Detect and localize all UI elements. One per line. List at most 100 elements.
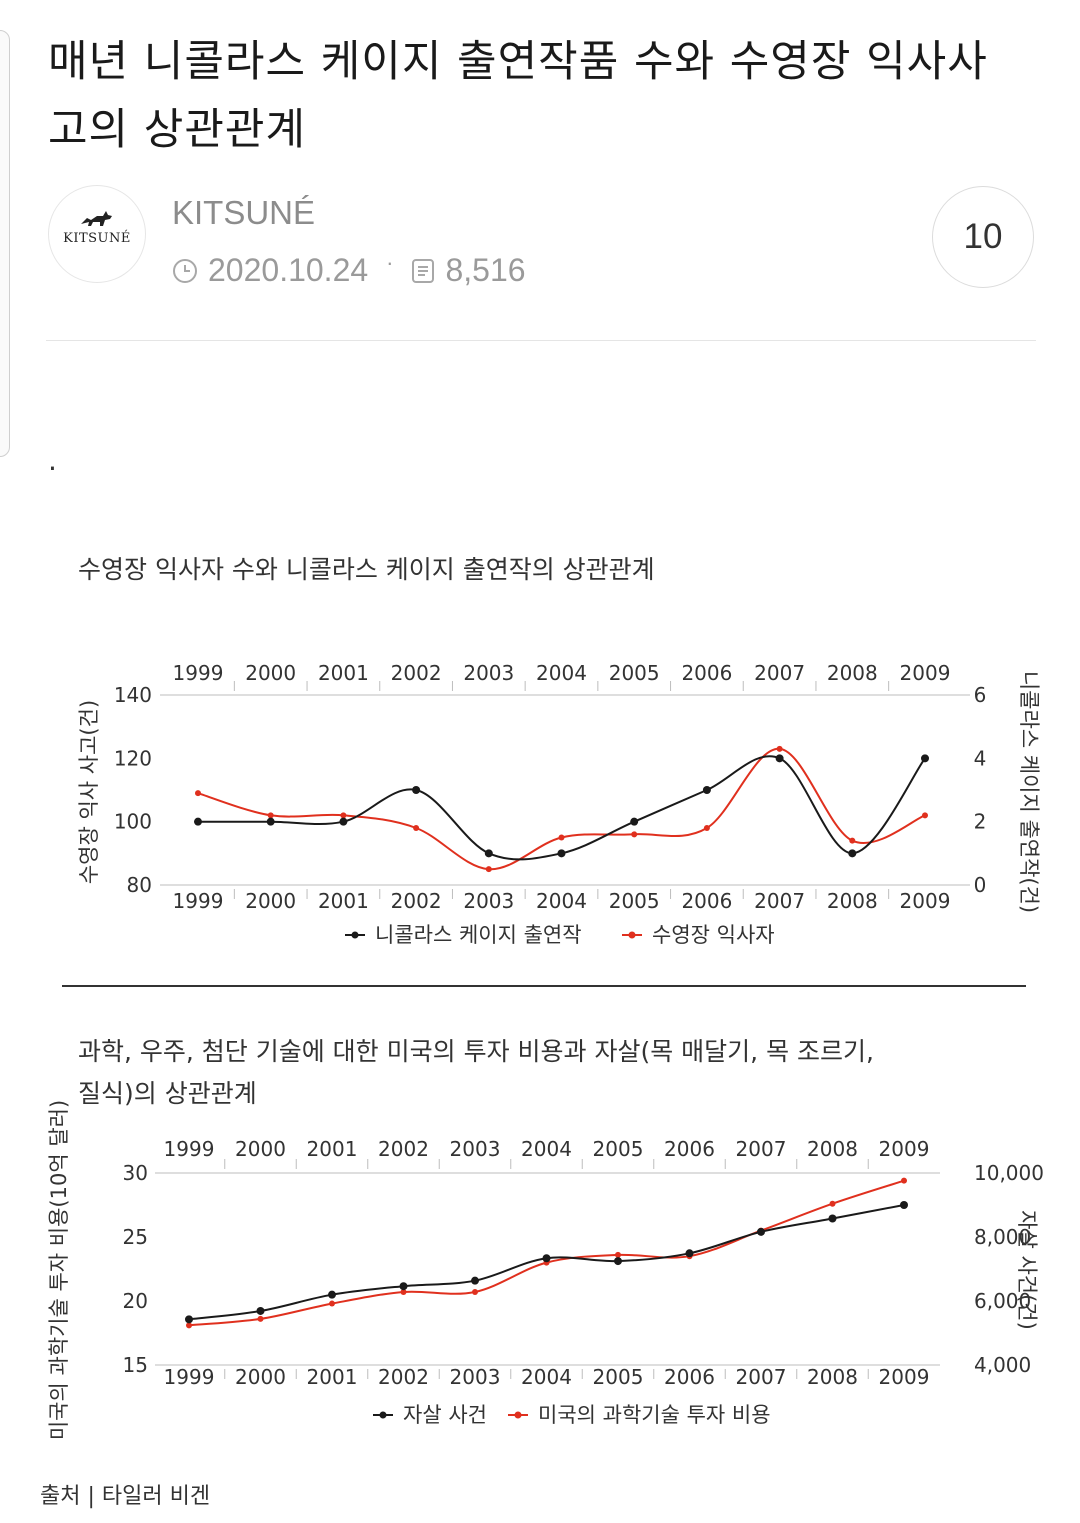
- chart2-data-point-red: [186, 1322, 192, 1329]
- chart2-data-point-black: [256, 1306, 265, 1315]
- chart1-top-category-label: 2009: [900, 661, 951, 685]
- chart1-top-category-label: 2004: [536, 661, 587, 685]
- chart2-data-point-black: [328, 1290, 336, 1299]
- chart1-bottom-category-label: 2007: [754, 889, 805, 913]
- chart2-left-tick-label: 30: [123, 1161, 148, 1185]
- chart1-series-line-red: [197, 747, 926, 871]
- chart2-data-point-black: [185, 1315, 193, 1324]
- source-credit: 출처 | 타일러 비겐: [40, 1484, 211, 1509]
- chart2-top-category-label: 2000: [235, 1137, 286, 1161]
- chart2-bottom-category-label: 2003: [450, 1365, 501, 1389]
- chart2-top-category-label: 2009: [879, 1137, 930, 1161]
- chart2-bottom-category-label: 1999: [164, 1365, 215, 1389]
- chart1-data-point-red: [267, 812, 274, 819]
- chart2-top-category-label: 2008: [807, 1137, 858, 1161]
- view-count: 8,516: [445, 252, 526, 288]
- chart1-left-tick-label: 100: [114, 810, 152, 834]
- chart2-left-tick-label: 25: [123, 1225, 148, 1249]
- chart1-data-point-black: [484, 849, 493, 858]
- chart1-data-point-black: [266, 817, 275, 826]
- chart2-top-category-label: 2005: [593, 1137, 644, 1161]
- chart1-bottom-category-label: 2006: [681, 889, 732, 913]
- chart2-data-point-black: [399, 1282, 408, 1291]
- chart1-top-category-label: 2005: [609, 661, 660, 685]
- header-divider: [46, 340, 1036, 341]
- chart1-bottom-category-label: 2001: [318, 889, 369, 913]
- chart2-bottom-category-label: 2004: [521, 1365, 572, 1389]
- chart2-right-tick-label: 6,000: [974, 1289, 1031, 1313]
- chart2-data-point-red: [329, 1300, 335, 1307]
- avatar[interactable]: KITSUNÉ: [48, 185, 146, 283]
- chart1-legend-label: 니콜라스 케이지 출연작: [375, 923, 582, 947]
- chart1-bottom-category-label: 1999: [173, 889, 224, 913]
- chart1-series-line-black: [198, 755, 926, 861]
- chart2-right-tick-label: 10,000: [974, 1161, 1044, 1185]
- chart2-bottom-category-label: 2002: [378, 1365, 429, 1389]
- chart2-top-category-label: 2003: [450, 1137, 501, 1161]
- chart1-left-axis-title: 수영장 익사 사고(건): [77, 700, 101, 884]
- chart1-top-category-label: 2007: [754, 661, 805, 685]
- correlation-figure: 수영장 익사자 수와 니콜라스 케이지 출연작의 상관관계19991999200…: [47, 555, 1044, 1440]
- document-icon: [412, 258, 435, 283]
- chart1-data-point-black: [194, 817, 202, 826]
- chart1-bottom-category-label: 2009: [900, 889, 951, 913]
- chart1-data-point-red: [485, 866, 492, 873]
- chart2-data-point-black: [542, 1254, 551, 1263]
- chart1-data-point-red: [413, 825, 420, 831]
- chart1-data-point-black: [557, 849, 566, 858]
- chart1-data-point-red: [922, 812, 928, 819]
- chart2-bottom-category-label: 2009: [879, 1365, 930, 1389]
- chart2-data-point-black: [614, 1257, 622, 1266]
- chart1-top-category-label: 2008: [827, 661, 878, 685]
- chart1-data-point-red: [340, 812, 347, 819]
- chart2-data-point-black: [471, 1276, 479, 1285]
- author-name[interactable]: KITSUNÉ: [172, 194, 316, 231]
- post-date: 2020.10.24: [208, 252, 369, 288]
- chart1-top-category-label: 2003: [463, 661, 514, 685]
- chart1-title: 수영장 익사자 수와 니콜라스 케이지 출연작의 상관관계: [78, 555, 655, 584]
- chart2-left-axis-title: 미국의 과학기술 투자 비용(10억 달러): [47, 1100, 71, 1440]
- chart2-left-tick-label: 20: [123, 1289, 148, 1313]
- chart1-data-point-black: [630, 817, 639, 826]
- chart1-legend-swatch-dot: [628, 931, 636, 939]
- chart2-bottom-category-label: 2005: [593, 1365, 644, 1389]
- chart1-data-point-red: [703, 825, 710, 831]
- comment-count: 10: [963, 217, 1003, 256]
- chart2-data-point-black: [828, 1214, 837, 1223]
- chart1-left-tick-label: 140: [114, 683, 152, 707]
- fox-logo-icon: [81, 211, 112, 226]
- chart2-legend-swatch-dot: [514, 1411, 522, 1419]
- chart1-right-axis-title: 니콜라스 케이지 출연작(건): [1017, 671, 1041, 913]
- chart1-top-category-label: 2001: [318, 661, 369, 685]
- avatar-label: KITSUNÉ: [63, 231, 131, 246]
- chart1-right-tick-label: 2: [974, 810, 987, 834]
- chart2-data-point-black: [900, 1201, 908, 1209]
- chart2-data-point-red: [615, 1251, 621, 1258]
- chart1-data-point-black: [412, 786, 421, 794]
- comment-count-button[interactable]: 10: [932, 186, 1034, 288]
- side-edge-panel: [0, 30, 10, 457]
- chart1-bottom-category-label: 2002: [391, 889, 442, 913]
- chart2-data-point-black: [685, 1249, 694, 1258]
- chart1-right-tick-label: 4: [974, 746, 987, 770]
- chart1-bottom-category-label: 2003: [463, 889, 514, 913]
- chart1-top-category-label: 2000: [245, 661, 296, 685]
- post-meta: 2020.10.24 · 8,516: [172, 249, 526, 289]
- chart1-right-tick-label: 0: [974, 873, 987, 897]
- chart1-data-point-black: [702, 786, 711, 794]
- clock-icon: [173, 258, 197, 283]
- chart2-data-point-red: [400, 1289, 407, 1296]
- chart2-title: 과학, 우주, 첨단 기술에 대한 미국의 투자 비용과 자살(목 매달기, 목…: [78, 1037, 882, 1108]
- meta-separator: ·: [386, 249, 394, 275]
- chart2-data-point-red: [829, 1200, 836, 1207]
- chart2-right-tick-label: 4,000: [974, 1353, 1031, 1377]
- chart2-top-category-label: 1999: [164, 1137, 215, 1161]
- chart1-data-point-red: [849, 837, 856, 844]
- chart1-data-point-black: [339, 817, 348, 826]
- chart2-data-point-red: [257, 1315, 264, 1322]
- chart2-top-category-label: 2004: [521, 1137, 572, 1161]
- chart1-data-point-red: [776, 745, 783, 752]
- chart1-right-tick-label: 6: [974, 683, 987, 707]
- chart2-left-tick-label: 15: [123, 1353, 148, 1377]
- chart2-right-tick-label: 8,000: [974, 1225, 1031, 1249]
